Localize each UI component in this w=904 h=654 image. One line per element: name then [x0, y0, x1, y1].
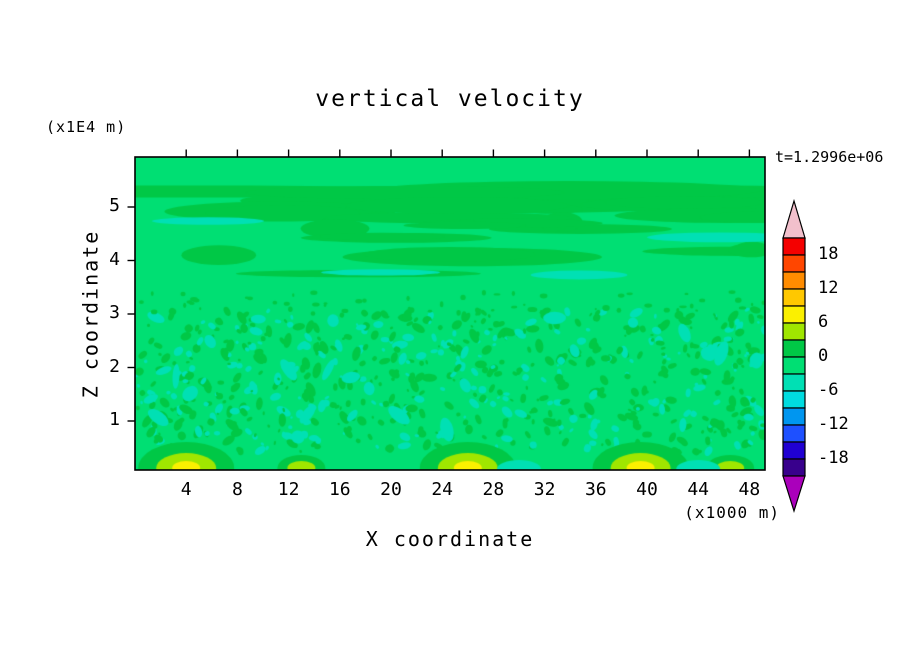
x-tick-label: 40 — [636, 479, 658, 500]
colorbar-tick-label: 12 — [818, 278, 839, 298]
colorbar-tick-label: -6 — [818, 380, 839, 400]
y-tick-label: 3 — [109, 302, 120, 323]
x-axis-units-label: (x1000 m) — [684, 503, 780, 522]
colorbar-tick-label: 18 — [818, 244, 839, 264]
contour-field — [135, 157, 765, 470]
colorbar-tick-label: -12 — [818, 414, 849, 434]
chart-title: vertical velocity — [315, 86, 585, 112]
x-tick-label: 48 — [738, 479, 761, 500]
plot-frame — [127, 149, 766, 471]
x-tick-label: 24 — [431, 479, 454, 500]
x-tick-label: 44 — [687, 479, 710, 500]
y-tick-label: 1 — [109, 409, 120, 430]
x-tick-label: 12 — [277, 479, 300, 500]
colorbar — [782, 198, 806, 514]
colorbar-tick-label: -18 — [818, 448, 849, 468]
x-tick-label: 16 — [328, 479, 351, 500]
y-axis-units-label: (x1E4 m) — [46, 118, 127, 136]
colorbar-tick-label: 6 — [818, 312, 829, 332]
x-tick-label: 36 — [584, 479, 607, 500]
x-tick-label: 32 — [533, 479, 556, 500]
x-tick-label: 4 — [180, 479, 192, 500]
colorbar-tick-label: 0 — [818, 346, 829, 366]
x-axis-title: X coordinate — [365, 527, 535, 551]
x-tick-label: 28 — [482, 479, 505, 500]
x-tick-label: 8 — [231, 479, 243, 500]
y-tick-label: 5 — [109, 195, 120, 216]
x-tick-label: 20 — [380, 479, 402, 500]
time-annotation: t=1.2996e+06 — [775, 148, 884, 166]
y-tick-label: 2 — [109, 355, 120, 377]
y-tick-label: 4 — [109, 248, 120, 270]
